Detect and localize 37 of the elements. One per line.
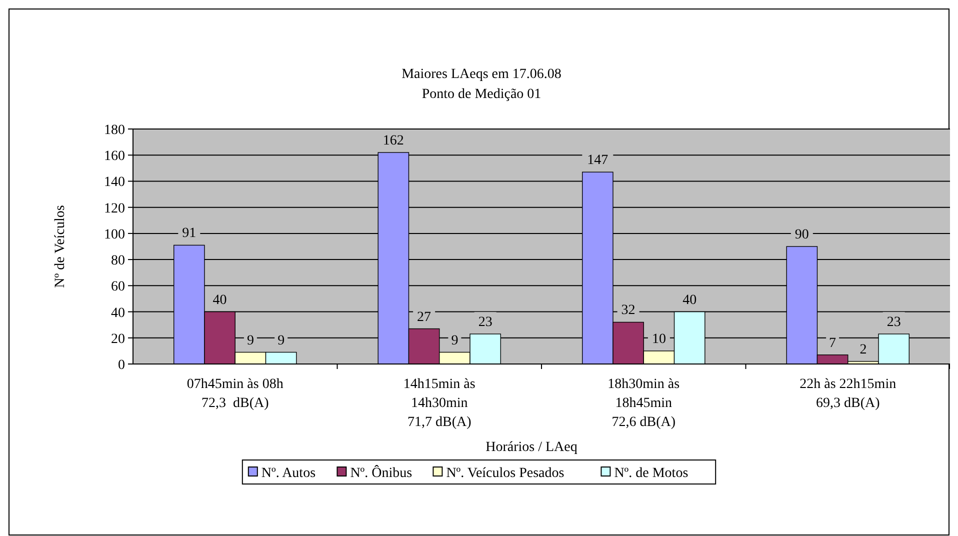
y-axis-title: Nº de Veículos [53,205,68,288]
x-tick-label: 18h30min às 18h45min 72,6 dB(A) [608,377,680,430]
legend-label: Nº. de Motos [614,466,688,481]
y-tick-label: 60 [111,280,125,295]
x-tick-label: 22h às 22h15min 69,3 dB(A) [800,377,896,411]
data-label: 91 [182,226,196,242]
data-label: 32 [621,303,636,318]
x-axis-title: Horários / LAeq [486,440,578,455]
legend-label: Nº. Autos [261,466,316,481]
legend-label: Nº. Veículos Pesados [446,466,564,481]
data-label: 27 [417,310,432,325]
y-tick-label: 40 [111,306,125,321]
y-tick-label: 120 [104,201,125,216]
x-tick-label: 14h15min às 14h30min 71,7 dB(A) [403,377,476,430]
data-label: 147 [587,153,608,168]
y-tick-label: 80 [111,254,125,269]
data-label: 10 [652,332,666,347]
y-tick-label: 160 [104,149,125,164]
data-label: 2 [860,342,867,358]
y-tick-label: 20 [111,332,125,347]
y-tick-label: 140 [104,175,125,190]
data-label: 9 [278,333,285,348]
y-tick-label: 100 [104,227,125,242]
data-label: 40 [682,292,697,308]
x-tick-label: 07h45min às 08h 72,3 dB(A) [186,377,284,411]
data-label: 40 [212,292,227,308]
data-label: 7 [829,336,836,351]
legend-label: Nº. Ônibus [350,464,412,481]
data-label: 162 [382,134,404,148]
data-label: 9 [451,333,458,348]
data-label: 9 [246,333,254,348]
y-tick-label: 0 [118,358,125,373]
chart-title: Maiores LAeqs em 17.06.08 Ponto de Medição 01 [402,67,562,102]
data-label: 23 [478,314,492,330]
y-tick-label: 180 [104,123,125,138]
data-label: 23 [886,314,901,330]
data-label: 90 [794,228,809,242]
